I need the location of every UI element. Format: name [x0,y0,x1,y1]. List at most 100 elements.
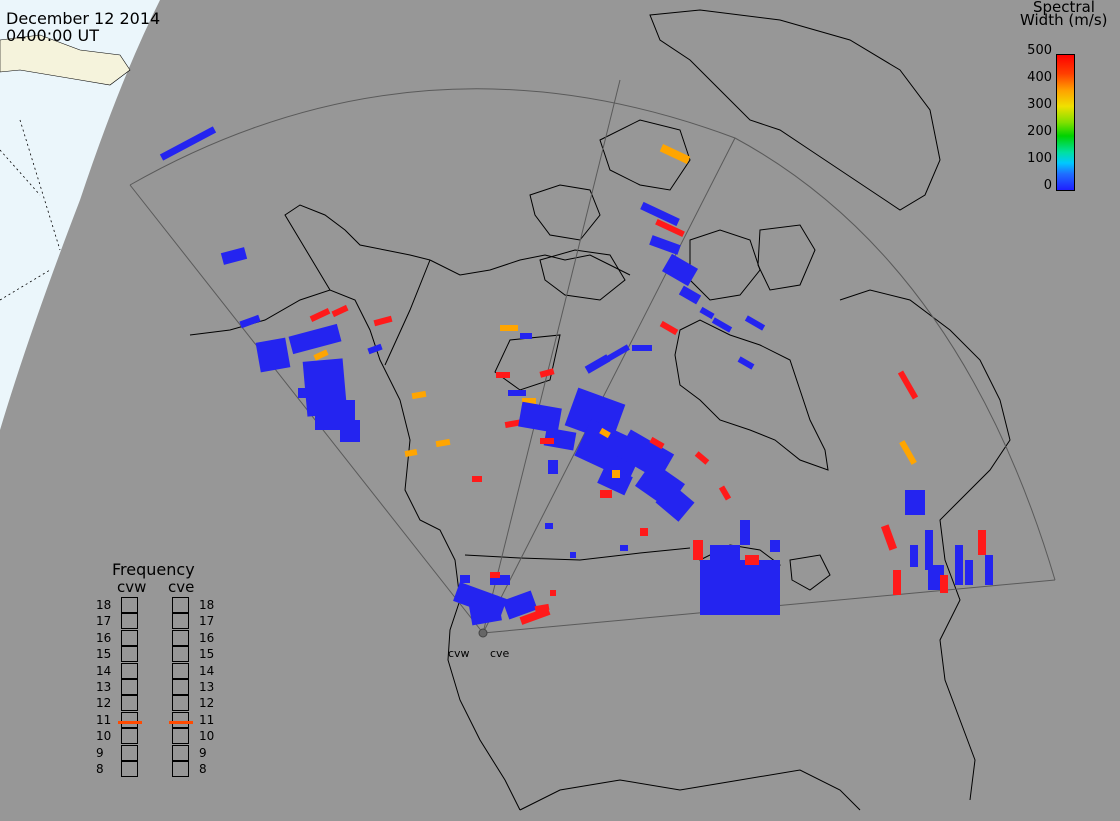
frequency-scale-label-right: 18 [199,598,215,612]
frequency-cell [172,728,189,745]
echo-cell [620,545,628,551]
frequency-cell [172,597,189,613]
date-label: December 12 2014 [6,9,161,28]
frequency-cell [121,613,138,630]
radar-fov [129,79,1056,634]
echo-cell [373,315,393,327]
frequency-scale-label-right: 11 [199,712,215,727]
radar-echoes [159,126,993,626]
frequency-scale-label-left: 14 [96,663,112,678]
echo-cell [539,368,555,378]
time-label: 0400:00 UT [6,26,100,45]
echo-cell [540,438,554,444]
echo-cell [548,460,558,474]
dayside-grid [0,119,61,301]
colorbar-tick: 500 [1027,43,1052,58]
colorbar-tick: 0 [1043,178,1052,193]
echo-cell [978,530,986,555]
frequency-cell [172,662,189,679]
echo-cell [740,520,750,545]
frequency-scale-label-right: 9 [199,745,207,760]
radar-site-marker [478,628,488,638]
frequency-scale-label-right: 12 [199,696,215,711]
echo-cell [745,555,759,565]
frequency-cell [121,662,138,679]
echo-cell [649,235,681,255]
frequency-cell [172,744,189,761]
colorbar-tick: 100 [1027,151,1052,166]
frequency-cell [121,744,138,761]
echo-cell [893,570,901,595]
frequency-scale-label-right: 8 [199,762,207,776]
echo-cell [534,603,550,613]
frequency-cell [172,695,189,712]
frequency-scale-label-left: 10 [96,729,112,744]
frequency-marker [118,721,142,724]
frequency-scale-label-right: 15 [199,647,215,662]
colorbar-title-line1: Spectral [1033,0,1095,16]
frequency-cell [121,695,138,712]
echo-cell [472,476,482,482]
echo-cell [490,575,510,585]
echo-cell [159,126,217,161]
echo-cell [718,485,732,501]
frequency-cell [121,646,138,663]
echo-cell [518,401,562,434]
frequency-scale-label-left: 18 [96,598,112,612]
frequency-radar-west: cvw [117,578,147,596]
echo-cell [693,540,703,560]
frequency-scale-label-left: 9 [96,745,104,760]
echo-cell [699,306,715,320]
echo-cell [496,372,510,378]
echo-cell [985,555,993,585]
frequency-cell [121,711,138,728]
frequency-scale-label-right: 14 [199,663,215,678]
echo-cell [711,317,733,333]
frequency-marker [169,721,193,724]
echo-cell [574,419,646,481]
echo-cell [545,523,553,529]
echo-cell [255,337,291,373]
echo-cell [659,144,691,164]
echo-cell [220,247,248,265]
echo-cell [288,323,342,355]
echo-cell [678,285,702,305]
frequency-scale-label-left: 15 [96,647,112,662]
echo-cell [543,427,577,451]
frequency-scale-label-left: 12 [96,696,112,711]
echo-cell [744,315,766,331]
echo-cell [340,420,360,442]
echo-cell [965,560,973,585]
frequency-cell [121,679,138,695]
echo-cell [710,545,740,565]
echo-cell [700,560,780,615]
echo-cell [460,575,470,583]
frequency-cell [172,711,189,728]
frequency-scale-label-right: 17 [199,614,215,629]
echo-cell [612,470,620,478]
echo-cell [367,343,383,355]
colorbar-title-line2: Width (m/s) [1020,11,1108,29]
echo-cell [606,344,630,362]
echo-cell [899,440,917,465]
echo-cell [640,528,648,536]
echo-cell [599,427,611,439]
echo-cell [411,390,427,400]
colorbar-scale [1056,54,1075,191]
frequency-scale-label-right: 13 [199,680,215,694]
dayside-region [0,0,160,430]
frequency-scale-label-left: 16 [96,630,112,645]
colorbar-tick: 200 [1027,124,1052,139]
echo-cell [905,490,925,515]
echo-cell [659,320,679,336]
site-label-west: cvw [448,647,470,660]
echo-cell [897,370,919,400]
frequency-scale-label-left: 11 [96,712,112,727]
echo-cell [404,449,418,457]
frequency-cell [121,629,138,646]
echo-cell [298,388,312,398]
echo-cell [522,398,536,404]
echo-cell [880,524,898,551]
echo-cell [925,530,933,570]
